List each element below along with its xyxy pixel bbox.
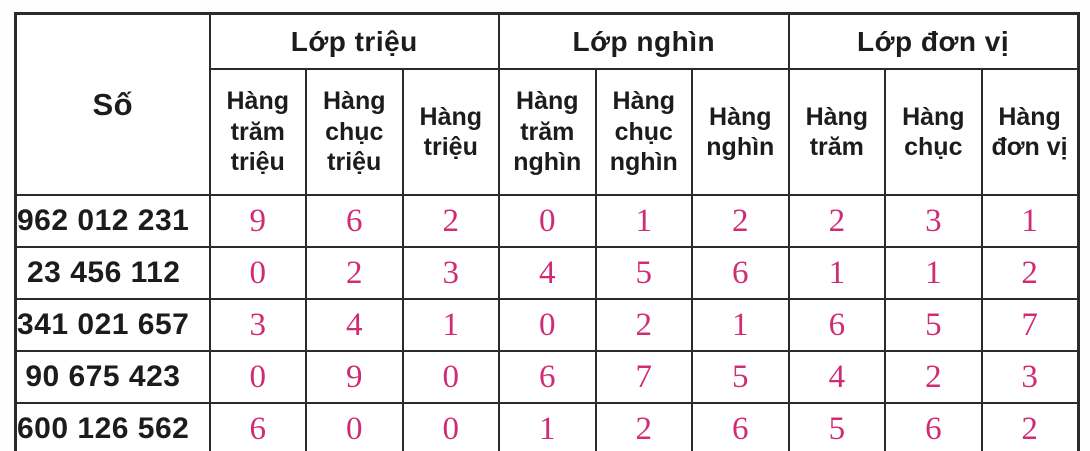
digit-cell: 1 xyxy=(980,194,1080,248)
digit-cell: 6 xyxy=(884,402,983,451)
number-column-header: Số xyxy=(14,12,211,196)
digit-cell: 5 xyxy=(787,402,887,451)
digit-cell: 2 xyxy=(884,350,983,404)
digit-cell: 9 xyxy=(208,194,307,248)
column-header-hang-nghin: Hàng nghìn xyxy=(691,68,790,196)
digit-cell: 4 xyxy=(787,350,887,404)
digit-cell: 6 xyxy=(787,298,887,352)
digit-cell: 0 xyxy=(401,402,501,451)
digit-cell: 3 xyxy=(980,350,1080,404)
column-header-hang-tram-trieu: Hàng trăm triệu xyxy=(208,68,307,196)
column-header-hang-don-vi: Hàng đơn vị xyxy=(980,68,1080,196)
table-row: 341 021 657 3 4 1 0 2 1 6 5 7 xyxy=(14,298,1080,352)
table-row: 600 126 562 6 0 0 1 2 6 5 6 2 xyxy=(14,402,1080,451)
number-cell: 23 456 112 xyxy=(14,246,211,300)
digit-cell: 1 xyxy=(691,298,790,352)
column-header-hang-chuc: Hàng chục xyxy=(884,68,983,196)
digit-cell: 2 xyxy=(691,194,790,248)
digit-cell: 1 xyxy=(884,246,983,300)
digit-cell: 9 xyxy=(305,350,404,404)
digit-cell: 2 xyxy=(401,194,501,248)
digit-cell: 0 xyxy=(498,194,597,248)
digit-cell: 3 xyxy=(208,298,307,352)
digit-cell: 7 xyxy=(980,298,1080,352)
column-header-hang-tram-nghin: Hàng trăm nghìn xyxy=(498,68,597,196)
digit-cell: 2 xyxy=(594,298,694,352)
digit-cell: 4 xyxy=(305,298,404,352)
number-cell: 600 126 562 xyxy=(14,402,211,451)
digit-cell: 4 xyxy=(498,246,597,300)
digit-cell: 0 xyxy=(498,298,597,352)
digit-cell: 0 xyxy=(208,350,307,404)
group-header-lop-don-vi: Lớp đơn vị xyxy=(787,12,1080,70)
column-header-hang-chuc-nghin: Hàng chục nghìn xyxy=(594,68,694,196)
digit-cell: 1 xyxy=(787,246,887,300)
number-cell: 962 012 231 xyxy=(14,194,211,248)
digit-cell: 1 xyxy=(401,298,501,352)
table-row: 23 456 112 0 2 3 4 5 6 1 1 2 xyxy=(14,246,1080,300)
column-header-hang-trieu: Hàng triệu xyxy=(401,68,501,196)
table-row: 962 012 231 9 6 2 0 1 2 2 3 1 xyxy=(14,194,1080,248)
place-value-table: Số Lớp triệu Lớp nghìn Lớp đơn vị Hàng t… xyxy=(14,12,1080,451)
digit-cell: 0 xyxy=(401,350,501,404)
number-cell: 341 021 657 xyxy=(14,298,211,352)
digit-cell: 3 xyxy=(401,246,501,300)
sub-header-row: Hàng trăm triệu Hàng chục triệu Hàng tri… xyxy=(16,68,1080,196)
digit-cell: 0 xyxy=(305,402,404,451)
group-header-lop-trieu: Lớp triệu xyxy=(208,12,501,70)
digit-cell: 2 xyxy=(980,402,1080,451)
number-cell: 90 675 423 xyxy=(14,350,211,404)
column-header-hang-tram: Hàng trăm xyxy=(787,68,887,196)
digit-cell: 3 xyxy=(884,194,983,248)
digit-cell: 5 xyxy=(594,246,694,300)
column-header-hang-chuc-trieu: Hàng chục triệu xyxy=(305,68,404,196)
digit-cell: 6 xyxy=(691,246,790,300)
digit-cell: 0 xyxy=(208,246,307,300)
digit-cell: 6 xyxy=(305,194,404,248)
digit-cell: 7 xyxy=(594,350,694,404)
digit-cell: 5 xyxy=(884,298,983,352)
group-header-row: Số Lớp triệu Lớp nghìn Lớp đơn vị xyxy=(14,12,1080,196)
table-row: 90 675 423 0 9 0 6 7 5 4 2 3 xyxy=(14,350,1080,404)
digit-cell: 2 xyxy=(594,402,694,451)
digit-cell: 6 xyxy=(691,402,790,451)
digit-cell: 6 xyxy=(498,350,597,404)
digit-cell: 1 xyxy=(594,194,694,248)
digit-cell: 5 xyxy=(691,350,790,404)
digit-cell: 2 xyxy=(980,246,1080,300)
digit-cell: 1 xyxy=(498,402,597,451)
group-header-lop-nghin: Lớp nghìn xyxy=(498,12,790,70)
digit-cell: 2 xyxy=(787,194,887,248)
digit-cell: 6 xyxy=(208,402,307,451)
digit-cell: 2 xyxy=(305,246,404,300)
